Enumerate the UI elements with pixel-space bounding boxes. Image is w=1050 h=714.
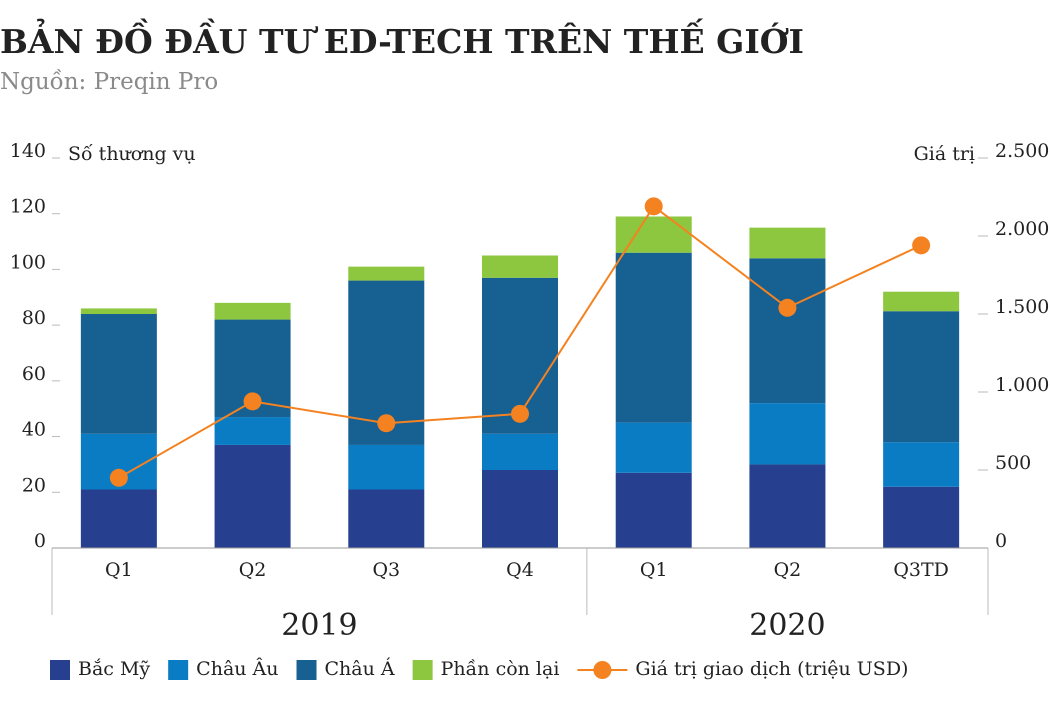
legend-marker <box>593 661 612 679</box>
x-tick-label: Q1 <box>640 559 668 581</box>
bar <box>482 470 558 548</box>
bar <box>883 311 960 443</box>
bar <box>80 489 157 548</box>
bar <box>883 291 960 312</box>
group-label: 2020 <box>749 608 825 643</box>
bar <box>348 489 425 548</box>
legend-label: Châu Á <box>325 657 395 680</box>
chart-subtitle: Nguồn: Preqin Pro <box>0 69 218 95</box>
line-point <box>778 298 797 317</box>
bar <box>883 486 960 548</box>
bar <box>749 403 826 465</box>
chart-title: BẢN ĐỒ ĐẦU TƯ ED-TECH TRÊN THẾ GIỚI <box>0 17 804 61</box>
bar <box>214 444 291 548</box>
line-point <box>377 414 396 433</box>
bar <box>749 464 826 548</box>
y2-tick-label: 2.500 <box>995 140 1049 162</box>
legend-label: Châu Âu <box>196 657 278 680</box>
bar <box>482 433 558 470</box>
legend-label: Giá trị giao dịch (triệu USD) <box>635 658 908 680</box>
legend-swatch <box>168 660 189 680</box>
y-tick-label: 0 <box>34 530 46 552</box>
y2-tick-label: 1.000 <box>995 374 1049 396</box>
bar <box>615 252 692 423</box>
line-point <box>511 404 529 423</box>
x-tick-label: Q2 <box>239 559 267 581</box>
bar <box>749 258 826 404</box>
y-tick-label: 100 <box>10 251 46 273</box>
bar <box>80 314 157 434</box>
legend-swatch <box>50 660 70 680</box>
y2-axis-label: Giá trị <box>914 143 975 165</box>
y-tick-label: 40 <box>22 419 46 441</box>
x-tick-label: Q3TD <box>893 559 949 581</box>
y2-tick-label: 2.000 <box>995 218 1049 240</box>
line-point <box>243 392 262 411</box>
x-tick-label: Q3 <box>372 559 400 581</box>
legend-label: Phần còn lại <box>441 658 560 680</box>
line-point <box>644 197 663 216</box>
x-tick-label: Q4 <box>506 559 534 581</box>
bar <box>615 422 692 473</box>
bar <box>80 308 157 314</box>
bar <box>348 444 425 490</box>
y-axis-label: Số thương vụ <box>68 143 196 165</box>
y2-tick-label: 500 <box>995 452 1031 474</box>
y2-tick-label: 1.500 <box>995 296 1049 318</box>
group-label: 2019 <box>281 608 357 643</box>
line-point <box>109 468 128 487</box>
x-tick-label: Q2 <box>774 559 802 581</box>
x-tick-label: Q1 <box>105 559 133 581</box>
y-tick-label: 20 <box>22 474 46 496</box>
bar <box>348 266 425 281</box>
y-tick-label: 80 <box>22 307 46 329</box>
y-tick-label: 60 <box>22 363 46 385</box>
bar <box>749 227 826 259</box>
bar <box>883 442 960 487</box>
y-tick-label: 140 <box>10 140 46 162</box>
bar <box>214 417 291 445</box>
bar <box>615 472 692 548</box>
bar <box>214 302 291 320</box>
line-point <box>912 236 931 255</box>
legend-swatch <box>412 660 433 680</box>
legend-label: Bắc Mỹ <box>78 658 150 680</box>
legend-swatch <box>296 660 317 680</box>
bar <box>482 255 558 278</box>
y-tick-label: 120 <box>10 196 46 218</box>
y2-tick-label: 0 <box>995 530 1007 552</box>
